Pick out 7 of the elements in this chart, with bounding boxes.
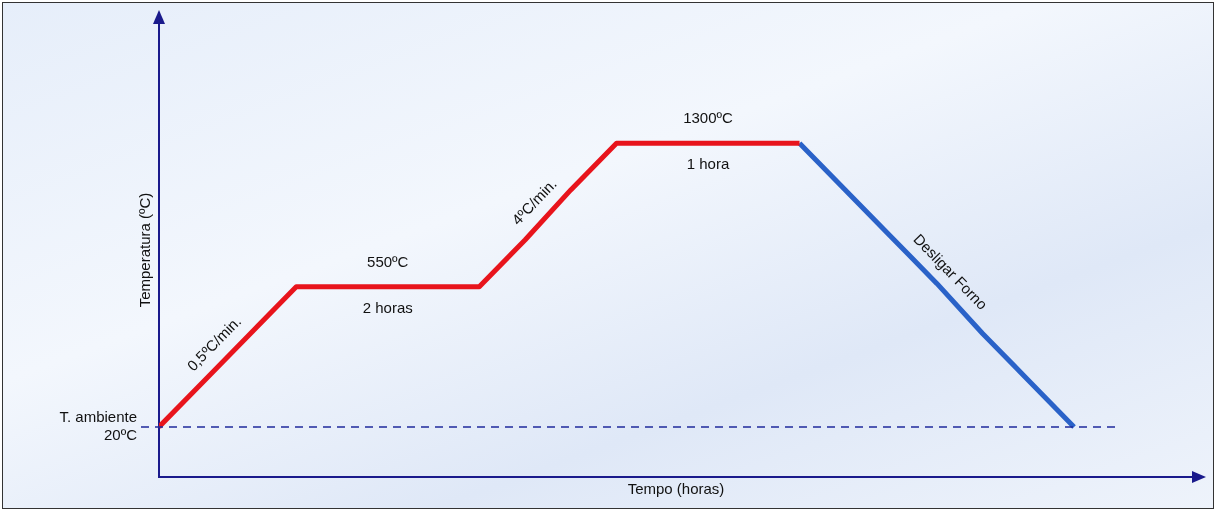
annotation: 2 horas bbox=[362, 298, 413, 316]
annotation: 1 hora bbox=[686, 155, 730, 173]
y-axis-title: Temperatura (ºC) bbox=[136, 192, 154, 308]
ref-line-label: T. ambiente 20ºC bbox=[59, 408, 138, 444]
annotation: 550ºC bbox=[367, 252, 409, 270]
text: 1300ºC bbox=[683, 109, 734, 127]
x-axis-title: Tempo (horas) bbox=[627, 480, 725, 498]
